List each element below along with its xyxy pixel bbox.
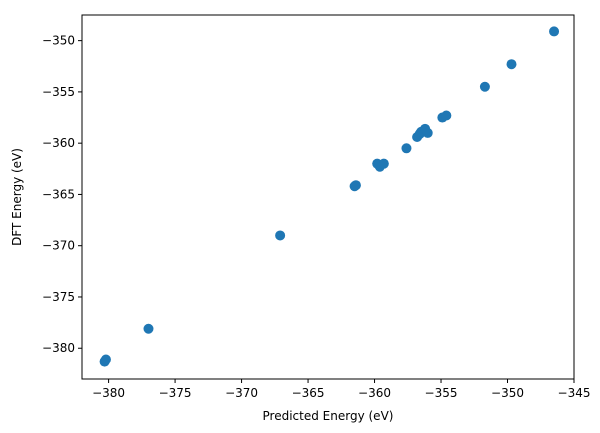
data-points (99, 26, 560, 367)
plot-area-frame (81, 14, 575, 380)
x-axis-ticks: −380 −375 −370 −365 −360 −355 −350 −345 (92, 379, 590, 400)
scatter-point (378, 158, 389, 169)
scatter-point (350, 180, 361, 191)
y-tick-label: −365 (42, 187, 75, 201)
y-axis-label: DFT Energy (eV) (10, 148, 24, 246)
scatter-point (479, 81, 490, 92)
y-tick-label: −355 (42, 85, 75, 99)
scatter-point (422, 127, 433, 138)
scatter-point (549, 26, 560, 37)
scatter-point (506, 59, 517, 70)
y-tick-label: −360 (42, 136, 75, 150)
x-tick-label: −355 (425, 386, 458, 400)
scatter-point (275, 230, 286, 241)
x-axis-label: Predicted Energy (eV) (263, 409, 394, 423)
y-tick-label: −370 (42, 239, 75, 253)
x-tick-label: −375 (159, 386, 192, 400)
scatter-point (401, 143, 412, 154)
scatter-point (100, 354, 111, 365)
y-tick-label: −380 (42, 341, 75, 355)
scatter-point (441, 110, 452, 121)
x-tick-label: −345 (558, 386, 591, 400)
x-tick-label: −365 (292, 386, 325, 400)
y-tick-label: −350 (42, 34, 75, 48)
x-tick-label: −360 (358, 386, 391, 400)
x-tick-label: −370 (225, 386, 258, 400)
y-axis-ticks: −350 −355 −360 −365 −370 −375 −380 (42, 34, 82, 355)
y-tick-label: −375 (42, 290, 75, 304)
scatter-point (143, 323, 154, 334)
x-tick-label: −350 (491, 386, 524, 400)
x-tick-label: −380 (92, 386, 125, 400)
